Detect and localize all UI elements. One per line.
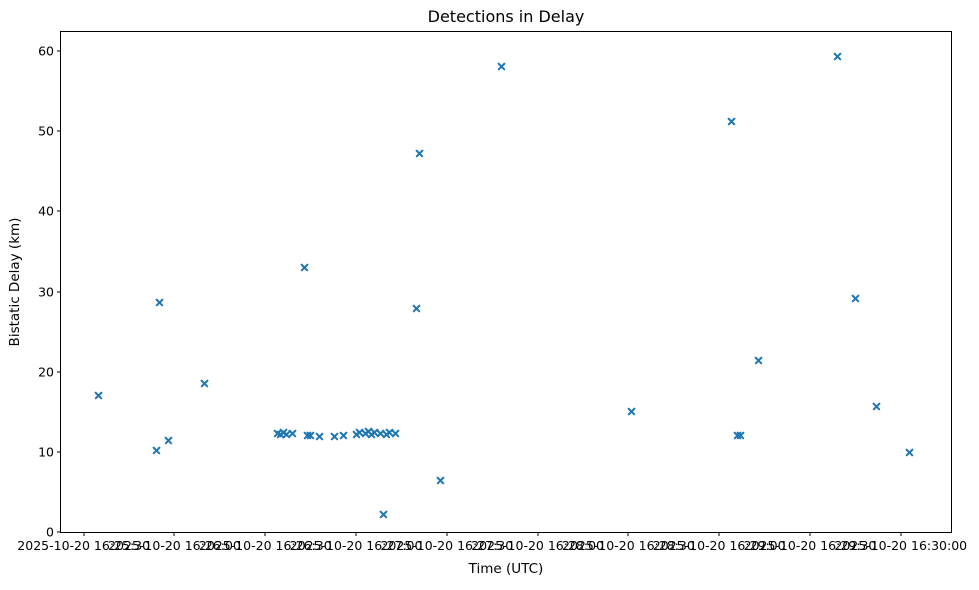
data-point-marker xyxy=(155,298,164,307)
x-tick-mark xyxy=(264,532,266,536)
chart-title: Detections in Delay xyxy=(427,7,585,26)
x-tick-mark xyxy=(83,532,85,536)
x-tick-mark xyxy=(355,532,357,536)
x-axis-label: Time (UTC) xyxy=(468,561,544,577)
y-tick-label: 0 xyxy=(46,524,54,540)
x-tick-mark xyxy=(446,532,448,536)
y-tick-label: 50 xyxy=(38,123,54,139)
data-point-marker xyxy=(436,475,445,484)
y-tick-label: 60 xyxy=(38,43,54,59)
data-point-marker xyxy=(200,378,209,387)
data-point-marker xyxy=(315,432,324,441)
data-point-marker xyxy=(736,431,745,440)
y-tick-mark xyxy=(57,451,61,453)
x-tick-mark xyxy=(537,532,539,536)
data-point-marker xyxy=(905,447,914,456)
data-point-marker xyxy=(152,446,161,455)
data-point-marker xyxy=(872,402,881,411)
y-tick-mark xyxy=(57,371,61,373)
x-tick-label: 2025-10-20 16:25:30 xyxy=(17,538,151,553)
x-tick-label: 2025-10-20 16:28:30 xyxy=(562,538,695,553)
x-tick-mark xyxy=(809,532,811,536)
x-tick-label: 2025-10-20 16:28:00 xyxy=(471,538,604,553)
x-tick-label: 2025-10-20 16:29:00 xyxy=(652,538,786,553)
data-point-marker xyxy=(754,356,763,365)
x-tick-label: 2025-10-20 16:26:30 xyxy=(198,538,332,553)
y-tick-label: 40 xyxy=(38,203,54,219)
x-tick-label: 2025-10-20 16:27:30 xyxy=(380,538,514,553)
x-tick-mark xyxy=(173,532,175,536)
data-point-marker xyxy=(300,263,309,272)
y-tick-mark xyxy=(57,130,61,132)
y-tick-label: 20 xyxy=(38,364,54,380)
data-point-marker xyxy=(833,52,842,61)
data-point-marker xyxy=(330,432,339,441)
data-point-marker xyxy=(306,431,315,440)
data-point-marker xyxy=(851,294,860,303)
data-point-marker xyxy=(94,391,103,400)
y-tick-mark xyxy=(57,531,61,533)
plot-area: 2025-10-20 16:25:30 2025-10-20 16:26:00 20… xyxy=(17,31,967,553)
data-point-marker xyxy=(415,148,424,157)
data-point-marker xyxy=(412,304,421,313)
x-tick-label: 2025-10-20 16:27:00 xyxy=(289,538,423,553)
data-point-marker xyxy=(339,431,348,440)
y-tick-mark xyxy=(57,210,61,212)
x-tick-label: 2025-10-20 16:26:00 xyxy=(108,538,241,553)
x-tick-mark xyxy=(718,532,720,536)
y-tick-label: 10 xyxy=(38,444,54,460)
data-point-marker xyxy=(164,436,173,445)
x-tick-mark xyxy=(627,532,629,536)
data-point-marker xyxy=(727,117,736,126)
data-point-marker xyxy=(379,510,388,519)
data-point-marker xyxy=(288,429,297,438)
y-tick-mark xyxy=(57,291,61,293)
y-axis-label: Bistatic Delay (km) xyxy=(7,217,23,347)
x-tick-label: 2025-10-20 16:30:00 xyxy=(834,538,968,553)
data-point-marker xyxy=(391,429,400,438)
data-point-marker xyxy=(497,62,506,71)
x-tick-label: 2025-10-20 16:29:30 xyxy=(743,538,877,553)
y-tick-label: 30 xyxy=(38,284,54,300)
y-tick-mark xyxy=(57,50,61,52)
x-tick-mark xyxy=(900,532,902,536)
data-point-marker xyxy=(627,407,636,416)
